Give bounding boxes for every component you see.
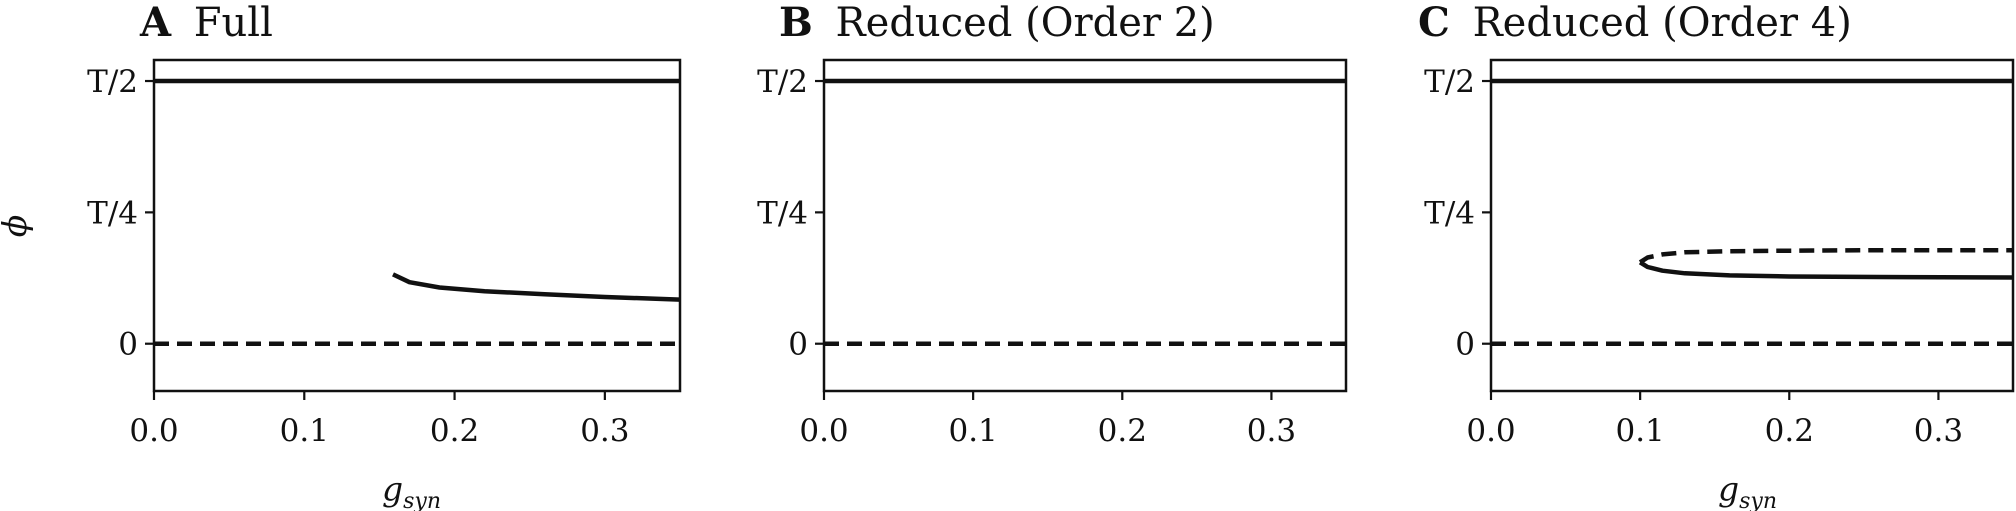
panel-a-letter: A	[139, 0, 172, 46]
panel-a-x-axis-label: gsyn	[382, 469, 441, 511]
panel-c-series-3-dashed	[1638, 247, 2013, 265]
panel-c: 0.0 0.1 0.2 0.3 0 T/4 T/2 gsyn	[1424, 58, 2015, 511]
panel-a-plot-frame	[152, 58, 682, 393]
panel-c-x-tick-label: 0.0	[1466, 413, 1515, 449]
panel-b-y-tick-label: 0	[788, 327, 808, 363]
panel-b-title-text: Reduced (Order 2)	[836, 0, 1215, 46]
panel-b-y-tick-label: T/4	[757, 195, 808, 231]
panel-a-series-2-solid	[392, 272, 681, 302]
panel-c-title: C Reduced (Order 4)	[1418, 0, 1852, 46]
panel-a-ticks: 0.0 0.1 0.2 0.3 0 T/4 T/2	[87, 64, 629, 449]
panel-a-x-axis-label-main: g	[382, 469, 403, 508]
panel-a-x-tick-label: 0.1	[280, 413, 329, 449]
panel-c-title-text: Reduced (Order 4)	[1473, 0, 1852, 46]
panel-b-x-tick-label: 0.1	[948, 413, 997, 449]
panel-b-title: B Reduced (Order 2)	[779, 0, 1215, 46]
panel-b: 0.0 0.1 0.2 0.3 0 T/4 T/2	[757, 58, 1348, 449]
panel-a-y-tick-label: T/2	[87, 64, 138, 100]
panel-a-title: A Full	[139, 0, 273, 46]
panel-c-x-tick-label: 0.2	[1765, 413, 1814, 449]
panel-a-marks	[154, 78, 681, 346]
panel-c-marks	[1491, 78, 2014, 346]
panel-c-x-axis-label-sub: syn	[1739, 489, 1777, 511]
panel-a-y-axis-label: ϕ	[0, 215, 34, 238]
panel-b-x-tick-label: 0.3	[1247, 413, 1296, 449]
panel-c-y-tick-label: 0	[1455, 327, 1475, 363]
panel-a-y-tick-label: T/4	[87, 195, 138, 231]
panel-a-x-axis-label-sub: syn	[403, 489, 441, 511]
panel-c-y-tick-label: T/2	[1424, 64, 1475, 100]
panel-b-x-tick-label: 0.2	[1098, 413, 1147, 449]
panel-b-x-tick-label: 0.0	[799, 413, 848, 449]
panel-c-x-tick-label: 0.3	[1914, 413, 1963, 449]
panel-b-y-tick-label: T/2	[757, 64, 808, 100]
panel-a-title-text: Full	[194, 0, 273, 46]
panel-c-series-2-solid	[1638, 260, 2014, 280]
panel-c-letter: C	[1418, 0, 1450, 46]
panel-c-plot-frame	[1489, 58, 2015, 393]
panel-a-x-tick-label: 0.0	[129, 413, 178, 449]
panel-c-ticks: 0.0 0.1 0.2 0.3 0 T/4 T/2	[1424, 64, 1963, 449]
panel-a: 0.0 0.1 0.2 0.3 0 T/4 T/2 gsyn ϕ	[0, 58, 682, 511]
panel-c-x-tick-label: 0.1	[1615, 413, 1664, 449]
panel-a-x-tick-label: 0.3	[580, 413, 629, 449]
panel-c-y-tick-label: T/4	[1424, 195, 1475, 231]
panel-a-y-tick-label: 0	[118, 327, 138, 363]
panel-b-plot-frame	[822, 58, 1348, 393]
panel-c-x-axis-label-main: g	[1718, 469, 1739, 508]
panel-b-ticks: 0.0 0.1 0.2 0.3 0 T/4 T/2	[757, 64, 1296, 449]
panel-a-x-tick-label: 0.2	[430, 413, 479, 449]
panel-c-x-axis-label: gsyn	[1718, 469, 1777, 511]
panel-b-marks	[824, 78, 1346, 346]
panel-b-letter: B	[779, 0, 813, 46]
